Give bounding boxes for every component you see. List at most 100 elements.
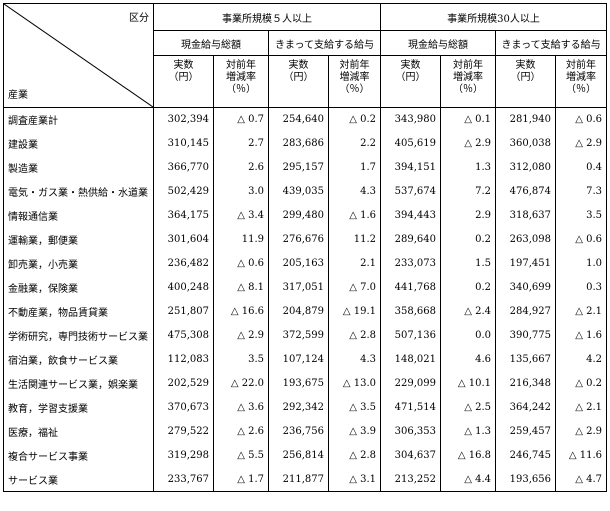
rate-value-cell: 4.6 bbox=[440, 347, 496, 372]
rate-value-cell: △ 3.9 bbox=[328, 419, 381, 444]
rate-value-cell: 1.7 bbox=[328, 155, 381, 180]
rate-value-cell: △ 2.9 bbox=[554, 419, 608, 444]
actual-value-cell: 340,699 bbox=[495, 275, 556, 300]
actual-value-cell: 319,298 bbox=[153, 443, 214, 468]
col-header-actual-line: 実数 bbox=[288, 60, 309, 71]
actual-value-cell: 502,429 bbox=[153, 179, 214, 204]
col-header-rate-line: 増減率 bbox=[566, 72, 597, 83]
rate-value-cell: △ 2.9 bbox=[440, 131, 496, 156]
table-row: 金融業，保険業 400,248 △ 8.1 317,051 △ 7.0 441,768 0.… bbox=[3, 275, 608, 300]
actual-value-cell: 360,038 bbox=[495, 131, 556, 156]
actual-value-cell: 229,099 bbox=[380, 371, 441, 396]
actual-value-cell: 205,163 bbox=[268, 251, 329, 276]
col-header-actual-line: （円） bbox=[395, 72, 426, 83]
industry-name: サービス業 bbox=[3, 467, 154, 492]
rate-value-cell: △ 16.8 bbox=[440, 443, 496, 468]
table-row: 運輸業，郵便業 301,604 11.9 276,676 11.2 289,640 0.2 2… bbox=[3, 227, 608, 252]
rate-value-cell: △ 2.1 bbox=[554, 395, 608, 420]
rate-value-cell: △ 4.4 bbox=[440, 467, 496, 492]
rate-value-cell: △ 0.2 bbox=[328, 107, 381, 132]
actual-value-cell: 263,098 bbox=[495, 227, 556, 252]
actual-value-cell: 107,124 bbox=[268, 347, 329, 372]
col-header-rate-line: 対前年 bbox=[453, 60, 483, 71]
rate-value-cell: 1.0 bbox=[554, 251, 608, 276]
corner-header: 区分 産業 bbox=[3, 3, 154, 108]
actual-value-cell: 310,145 bbox=[153, 131, 214, 156]
actual-value-cell: 135,667 bbox=[495, 347, 556, 372]
rate-value-cell: 2.1 bbox=[328, 251, 381, 276]
table-row: 生活関連サービス業，娯楽業 202,529 △ 22.0 193,675 △ 13.0 2… bbox=[3, 371, 608, 396]
col-header-rate-line: 対前年 bbox=[566, 60, 597, 71]
col-header-actual-line: 実数 bbox=[515, 60, 536, 71]
col-header-actual-line: （円） bbox=[168, 72, 199, 83]
rate-value-cell: △ 5.5 bbox=[213, 443, 269, 468]
actual-value-cell: 279,522 bbox=[153, 419, 214, 444]
industry-name: 生活関連サービス業，娯楽業 bbox=[3, 371, 154, 396]
rate-value-cell: △ 2.8 bbox=[328, 323, 381, 348]
actual-value-cell: 259,457 bbox=[495, 419, 556, 444]
table-row: 医療，福祉 279,522 △ 2.6 236,756 △ 3.9 306,353 △ 1.… bbox=[3, 419, 608, 444]
actual-value-cell: 289,640 bbox=[380, 227, 441, 252]
rate-value-cell: 1.5 bbox=[440, 251, 496, 276]
actual-value-cell: 405,619 bbox=[380, 131, 441, 156]
actual-value-cell: 394,151 bbox=[380, 155, 441, 180]
col-header-rate-line: 対前年 bbox=[226, 60, 256, 71]
table-row: 宿泊業，飲食サービス業 112,083 3.5 107,124 4.3 148,021 4.… bbox=[3, 347, 608, 372]
actual-value-cell: 358,668 bbox=[380, 299, 441, 324]
rate-value-cell: △ 3.4 bbox=[213, 203, 269, 228]
col-header-actual: 実数 （円） bbox=[153, 55, 214, 108]
actual-value-cell: 213,252 bbox=[380, 467, 441, 492]
actual-value-cell: 507,136 bbox=[380, 323, 441, 348]
rate-value-cell: 0.0 bbox=[440, 323, 496, 348]
rate-value-cell: △ 0.6 bbox=[554, 227, 608, 252]
col-header-actual-line: 実数 bbox=[400, 60, 421, 71]
col-header-rate-line: 増減率 bbox=[226, 72, 256, 83]
actual-value-cell: 318,637 bbox=[495, 203, 556, 228]
col-header-actual: 実数 （円） bbox=[495, 55, 556, 108]
actual-value-cell: 364,242 bbox=[495, 395, 556, 420]
group-header-30plus: 事業所規模30人以上 bbox=[379, 3, 608, 31]
col-header-rate-line: （％） bbox=[339, 84, 370, 95]
actual-value-cell: 246,745 bbox=[495, 443, 556, 468]
rate-value-cell: △ 10.1 bbox=[440, 371, 496, 396]
col-header-rate: 対前年 増減率 （％） bbox=[328, 55, 381, 108]
table-row: 製造業 366,770 2.6 295,157 1.7 394,151 1.3 312,080… bbox=[3, 155, 608, 180]
industry-name: 建設業 bbox=[3, 131, 154, 156]
actual-value-cell: 301,604 bbox=[153, 227, 214, 252]
industry-name: 教育，学習支援業 bbox=[3, 395, 154, 420]
rate-value-cell: 4.3 bbox=[328, 347, 381, 372]
actual-value-cell: 394,443 bbox=[380, 203, 441, 228]
actual-value-cell: 112,083 bbox=[153, 347, 214, 372]
actual-value-cell: 251,807 bbox=[153, 299, 214, 324]
industry-name: 不動産業，物品賃貸業 bbox=[3, 299, 154, 324]
actual-value-cell: 471,514 bbox=[380, 395, 441, 420]
actual-value-cell: 202,529 bbox=[153, 371, 214, 396]
rate-value-cell: 4.3 bbox=[328, 179, 381, 204]
corner-diagonal-line bbox=[4, 4, 153, 107]
col-header-actual-line: （円） bbox=[510, 72, 541, 83]
wage-statistics-table: 区分 産業 事業所規模５人以上 事業所規模30人以上 現金給与総額 きまって支給… bbox=[3, 3, 608, 492]
table-row: 卸売業，小売業 236,482 △ 0.6 205,163 2.1 233,073 1.5 1… bbox=[3, 251, 608, 276]
col-header-rate: 対前年 増減率 （％） bbox=[554, 55, 608, 108]
actual-value-cell: 283,686 bbox=[268, 131, 329, 156]
rate-value-cell: △ 1.6 bbox=[328, 203, 381, 228]
rate-value-cell: 3.0 bbox=[213, 179, 269, 204]
rate-value-cell: △ 2.9 bbox=[213, 323, 269, 348]
actual-value-cell: 317,051 bbox=[268, 275, 329, 300]
subheader-regular-pay: きまって支給する給与 bbox=[268, 30, 381, 56]
actual-value-cell: 372,599 bbox=[268, 323, 329, 348]
actual-value-cell: 292,342 bbox=[268, 395, 329, 420]
industry-name: 電気・ガス業・熱供給・水道業 bbox=[3, 179, 154, 204]
rate-value-cell: △ 0.2 bbox=[554, 371, 608, 396]
col-header-rate-line: （％） bbox=[226, 84, 256, 95]
subheader-regular-pay: きまって支給する給与 bbox=[494, 30, 608, 56]
actual-value-cell: 439,035 bbox=[268, 179, 329, 204]
rate-value-cell: △ 7.0 bbox=[328, 275, 381, 300]
col-header-actual: 実数 （円） bbox=[380, 55, 441, 108]
rate-value-cell: 7.3 bbox=[554, 179, 608, 204]
col-header-rate-line: （％） bbox=[566, 84, 597, 95]
rate-value-cell: 2.2 bbox=[328, 131, 381, 156]
table-row: 学術研究，専門技術サービス業 475,308 △ 2.9 372,599 △ 2.8 50… bbox=[3, 323, 608, 348]
rate-value-cell: △ 1.7 bbox=[213, 467, 269, 492]
industry-name: 卸売業，小売業 bbox=[3, 251, 154, 276]
